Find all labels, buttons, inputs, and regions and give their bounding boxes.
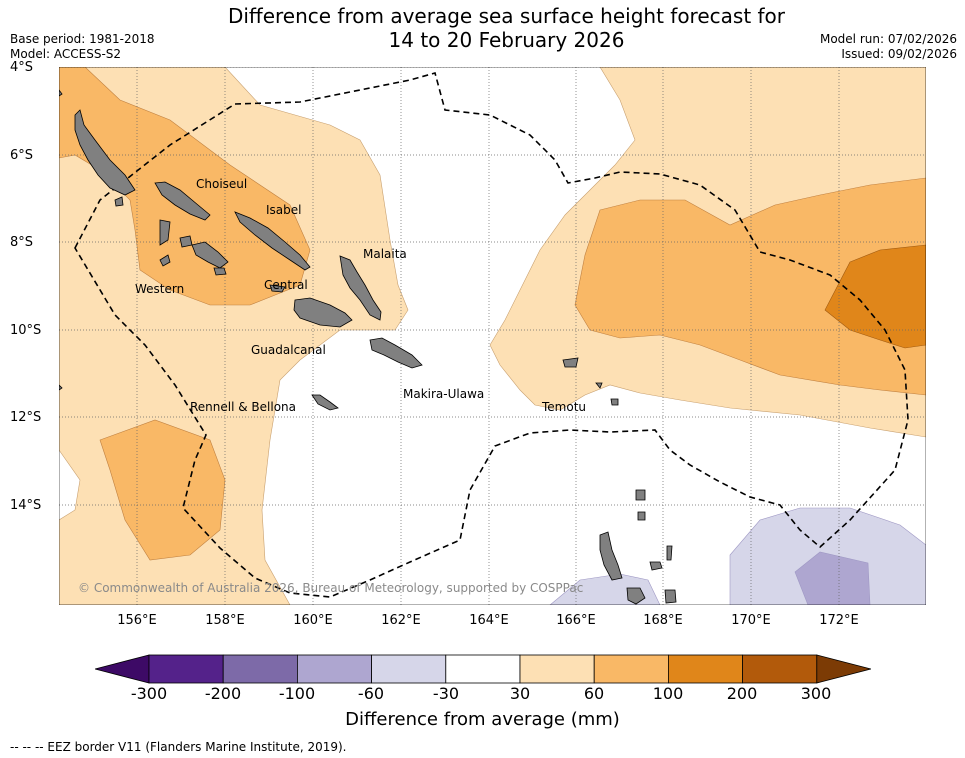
colorbar-tick-minus300: -300 [130, 684, 168, 703]
lon-label-156e: 156°E [117, 613, 157, 628]
lat-label-8s: 8°S [10, 235, 34, 250]
colorbar-label: Difference from average (mm) [345, 709, 620, 730]
lon-label-170e: 170°E [731, 613, 771, 628]
colorbar-extend-low [95, 654, 150, 684]
province-labels: Choiseul Isabel Malaita Western Central … [135, 177, 586, 414]
label-choiseul: Choiseul [196, 177, 247, 191]
lat-label-10s: 10°S [10, 323, 42, 338]
colorbar [95, 654, 871, 684]
lon-label-162e: 162°E [381, 613, 421, 628]
map-title-line1: Difference from average sea surface heig… [227, 4, 786, 28]
label-malaita: Malaita [363, 247, 407, 261]
label-temotu: Temotu [541, 400, 586, 414]
lat-label-12s: 12°S [10, 410, 42, 425]
colorbar-segment [148, 654, 224, 684]
colorbar-segment [519, 654, 595, 684]
colorbar-tick-300: 300 [800, 684, 832, 703]
colorbar-tick-100: 100 [652, 684, 684, 703]
anomaly-100-200-region [824, 244, 926, 349]
anomaly-negative-regions [549, 507, 926, 605]
label-makira-ulawa: Makira-Ulawa [403, 387, 484, 401]
lat-label-14s: 14°S [10, 498, 42, 513]
label-rennell-bellona: Rennell & Bellona [190, 400, 296, 414]
issued-text: Issued: 09/02/2026 [841, 47, 957, 61]
colorbar-tick-60: 60 [583, 684, 605, 703]
lon-label-168e: 168°E [643, 613, 683, 628]
lat-label-6s: 6°S [10, 148, 34, 163]
eez-border [74, 72, 909, 598]
colorbar-segment [593, 654, 669, 684]
label-central: Central [264, 278, 308, 292]
map-panel: Choiseul Isabel Malaita Western Central … [59, 67, 926, 605]
model-run-text: Model run: 07/02/2026 [819, 32, 957, 46]
colorbar-tick-minus30: -30 [432, 684, 460, 703]
lon-label-172e: 172°E [819, 613, 859, 628]
colorbar-segment [222, 654, 298, 684]
lat-label-4s: 4°S [10, 60, 34, 75]
copyright-text: © Commonwealth of Australia 2026, Bureau… [78, 581, 583, 595]
model-text: Model: ACCESS-S2 [10, 47, 122, 61]
colorbar-tick-30: 30 [509, 684, 531, 703]
colorbar-tick-minus60: -60 [357, 684, 385, 703]
colorbar-segment [296, 654, 372, 684]
lon-label-164e: 164°E [469, 613, 509, 628]
map-title-line2: 14 to 20 February 2026 [388, 28, 625, 52]
eez-footnote: -- -- -- EEZ border V11 (Flanders Marine… [10, 740, 347, 754]
colorbar-segment [371, 654, 447, 684]
colorbar-tick-minus100: -100 [278, 684, 316, 703]
colorbar-tick-minus200: -200 [204, 684, 242, 703]
lon-label-166e: 166°E [556, 613, 596, 628]
colorbar-segment [742, 654, 818, 684]
colorbar-tick-200: 200 [726, 684, 758, 703]
lon-label-158e: 158°E [205, 613, 245, 628]
colorbar-segment [668, 654, 744, 684]
label-western: Western [135, 282, 184, 296]
label-guadalcanal: Guadalcanal [251, 343, 326, 357]
lon-label-160e: 160°E [293, 613, 333, 628]
base-period-text: Base period: 1981-2018 [10, 32, 155, 46]
colorbar-extend-high [816, 654, 871, 684]
label-isabel: Isabel [266, 203, 301, 217]
colorbar-segment [445, 654, 521, 684]
solomon-islands-landmasses [59, 89, 677, 605]
